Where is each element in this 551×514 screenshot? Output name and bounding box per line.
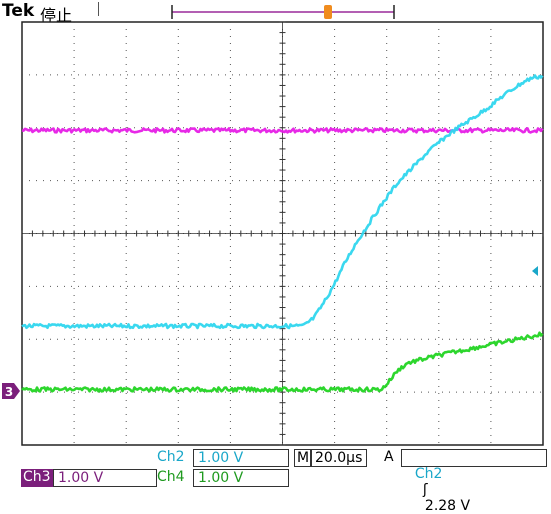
trace-ch4 xyxy=(21,331,544,393)
status-bar: Tek 停止 xyxy=(0,0,551,25)
oscilloscope-display: T 3 xyxy=(2,5,544,446)
timebase-prefix: M xyxy=(294,449,313,467)
trace-line xyxy=(21,331,544,393)
trace-line xyxy=(21,74,544,330)
trigger-mode: A xyxy=(384,449,394,465)
timebase-readout[interactable]: 20.0µs xyxy=(310,449,368,467)
record-view-bar xyxy=(171,5,395,19)
ch2-scale-readout[interactable]: 1.00 V xyxy=(193,449,289,467)
ch3-label: Ch3 xyxy=(21,469,53,487)
rising-edge-icon: ʃ xyxy=(422,482,428,498)
channel-3-ground-marker-icon[interactable]: 3 xyxy=(2,383,20,399)
ch3-scale-readout[interactable]: 1.00 V xyxy=(53,469,157,487)
trigger-level: 2.28 V xyxy=(424,498,471,514)
trigger-readout-box[interactable]: Ch2 ʃ 2.28 V xyxy=(401,449,547,514)
brand-label: Tek xyxy=(2,1,35,21)
trace-ch2 xyxy=(21,74,544,330)
waveform-traces xyxy=(21,74,544,393)
ch2-label: Ch2 xyxy=(157,449,185,465)
record-trigger-marker-icon xyxy=(324,5,332,19)
trigger-level-arrow-icon[interactable] xyxy=(532,266,538,276)
ch4-scale-readout[interactable]: 1.00 V xyxy=(193,469,289,487)
trigger-source: Ch2 xyxy=(414,466,443,482)
ch4-label: Ch4 xyxy=(157,469,185,485)
ch3-marker-label: 3 xyxy=(5,385,13,399)
status-divider xyxy=(98,2,99,16)
acquisition-status: 停止 xyxy=(40,6,73,25)
